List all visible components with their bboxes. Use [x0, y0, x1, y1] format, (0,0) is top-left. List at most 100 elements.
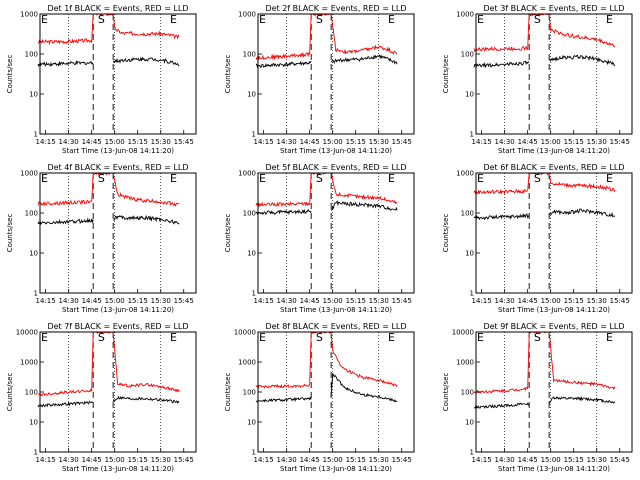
- marker-label: S: [316, 13, 323, 26]
- y-axis-label: Counts/sec: [224, 373, 232, 412]
- marker-label: E: [259, 331, 266, 344]
- marker-label: E: [606, 13, 613, 26]
- y-tick-label: 10: [465, 419, 474, 427]
- marker-label: E: [170, 331, 177, 344]
- marker-label: E: [41, 13, 48, 26]
- x-tick-label: 14:15: [472, 138, 492, 146]
- y-tick-label: 1: [252, 290, 256, 298]
- events-series-line: [473, 54, 616, 69]
- x-tick-label: 15:15: [346, 297, 366, 305]
- y-tick-label: 10: [29, 91, 38, 99]
- plot-frame: [257, 172, 415, 294]
- y-tick-label: 10000: [16, 329, 38, 337]
- x-tick-label: 15:00: [323, 456, 343, 464]
- y-tick-label: 10: [247, 91, 256, 99]
- x-axis-label: Start Time (13-Jun-08 14:11:20): [62, 147, 174, 155]
- x-axis-label: Start Time (13-Jun-08 14:11:20): [62, 306, 174, 314]
- y-tick-label: 1000: [238, 359, 256, 367]
- x-axis-label: Start Time (13-Jun-08 14:11:20): [498, 147, 610, 155]
- marker-label: S: [316, 172, 323, 185]
- y-axis-label: Counts/sec: [442, 214, 450, 253]
- x-tick-label: 14:45: [300, 138, 320, 146]
- y-axis-label: Counts/sec: [224, 55, 232, 94]
- x-tick-label: 15:15: [128, 297, 148, 305]
- marker-label: S: [98, 172, 105, 185]
- x-axis-label: Start Time (13-Jun-08 14:11:20): [280, 306, 392, 314]
- events-series-line: [473, 208, 616, 221]
- y-tick-label: 10000: [234, 329, 256, 337]
- plot-frame: [39, 331, 197, 453]
- marker-label: S: [98, 331, 105, 344]
- y-tick-label: 100: [25, 51, 38, 59]
- y-axis-label: Counts/sec: [6, 55, 14, 94]
- events-series-line: [255, 54, 398, 69]
- x-tick-label: 15:15: [564, 297, 584, 305]
- x-tick-label: 14:30: [59, 297, 79, 305]
- y-tick-label: 1000: [238, 11, 256, 19]
- marker-label: E: [477, 172, 484, 185]
- events-series-line: [37, 214, 180, 225]
- x-tick-label: 14:30: [277, 297, 297, 305]
- x-tick-label: 14:15: [254, 138, 274, 146]
- x-tick-label: 14:15: [472, 297, 492, 305]
- marker-label: E: [41, 331, 48, 344]
- x-tick-label: 15:00: [105, 297, 125, 305]
- x-tick-label: 15:15: [564, 456, 584, 464]
- x-tick-label: 14:30: [59, 138, 79, 146]
- x-tick-label: 15:45: [174, 456, 194, 464]
- y-tick-label: 100: [243, 210, 256, 218]
- x-axis-label: Start Time (13-Jun-08 14:11:20): [498, 306, 610, 314]
- panel-title: Det 6f BLACK = Events, RED = LLD: [483, 163, 624, 172]
- marker-label: E: [259, 13, 266, 26]
- x-tick-label: 15:30: [369, 297, 389, 305]
- x-tick-label: 15:30: [151, 456, 171, 464]
- y-tick-label: 10: [29, 250, 38, 258]
- x-tick-label: 15:15: [128, 138, 148, 146]
- y-tick-label: 100: [461, 389, 474, 397]
- y-tick-label: 100: [25, 389, 38, 397]
- x-tick-label: 14:30: [59, 456, 79, 464]
- lld-series-line: [473, 331, 616, 395]
- y-axis-label: Counts/sec: [442, 55, 450, 94]
- events-series-line: [37, 56, 180, 68]
- y-tick-label: 10: [465, 91, 474, 99]
- lld-series-line: [473, 172, 616, 195]
- x-tick-label: 14:15: [254, 456, 274, 464]
- lld-series-line: [255, 172, 398, 208]
- events-series-line: [255, 373, 398, 403]
- lld-series-line: [473, 12, 616, 52]
- x-tick-label: 15:45: [174, 138, 194, 146]
- marker-label: E: [41, 172, 48, 185]
- x-tick-label: 15:45: [392, 456, 412, 464]
- lld-series-line: [255, 13, 398, 61]
- x-tick-label: 15:00: [105, 456, 125, 464]
- x-tick-label: 14:45: [518, 297, 538, 305]
- y-tick-label: 1: [470, 131, 474, 139]
- x-tick-label: 14:45: [82, 297, 102, 305]
- marker-label: S: [316, 331, 323, 344]
- y-tick-label: 1: [34, 449, 38, 457]
- x-axis-label: Start Time (13-Jun-08 14:11:20): [280, 147, 392, 155]
- y-tick-label: 1: [252, 131, 256, 139]
- panel-title: Det 3f BLACK = Events, RED = LLD: [483, 4, 624, 13]
- x-tick-label: 15:30: [587, 138, 607, 146]
- plot-frame: [475, 172, 633, 294]
- x-tick-label: 15:45: [174, 297, 194, 305]
- y-axis-label: Counts/sec: [224, 214, 232, 253]
- lld-series-line: [37, 13, 180, 46]
- y-axis-label: Counts/sec: [442, 373, 450, 412]
- events-series-line: [473, 395, 616, 410]
- y-tick-label: 1: [252, 449, 256, 457]
- y-tick-label: 1: [34, 131, 38, 139]
- marker-label: S: [534, 13, 541, 26]
- y-tick-label: 1: [470, 290, 474, 298]
- plot-frame: [39, 172, 197, 294]
- x-tick-label: 15:00: [541, 456, 561, 464]
- panel-title: Det 9f BLACK = Events, RED = LLD: [483, 322, 624, 331]
- x-tick-label: 15:15: [564, 138, 584, 146]
